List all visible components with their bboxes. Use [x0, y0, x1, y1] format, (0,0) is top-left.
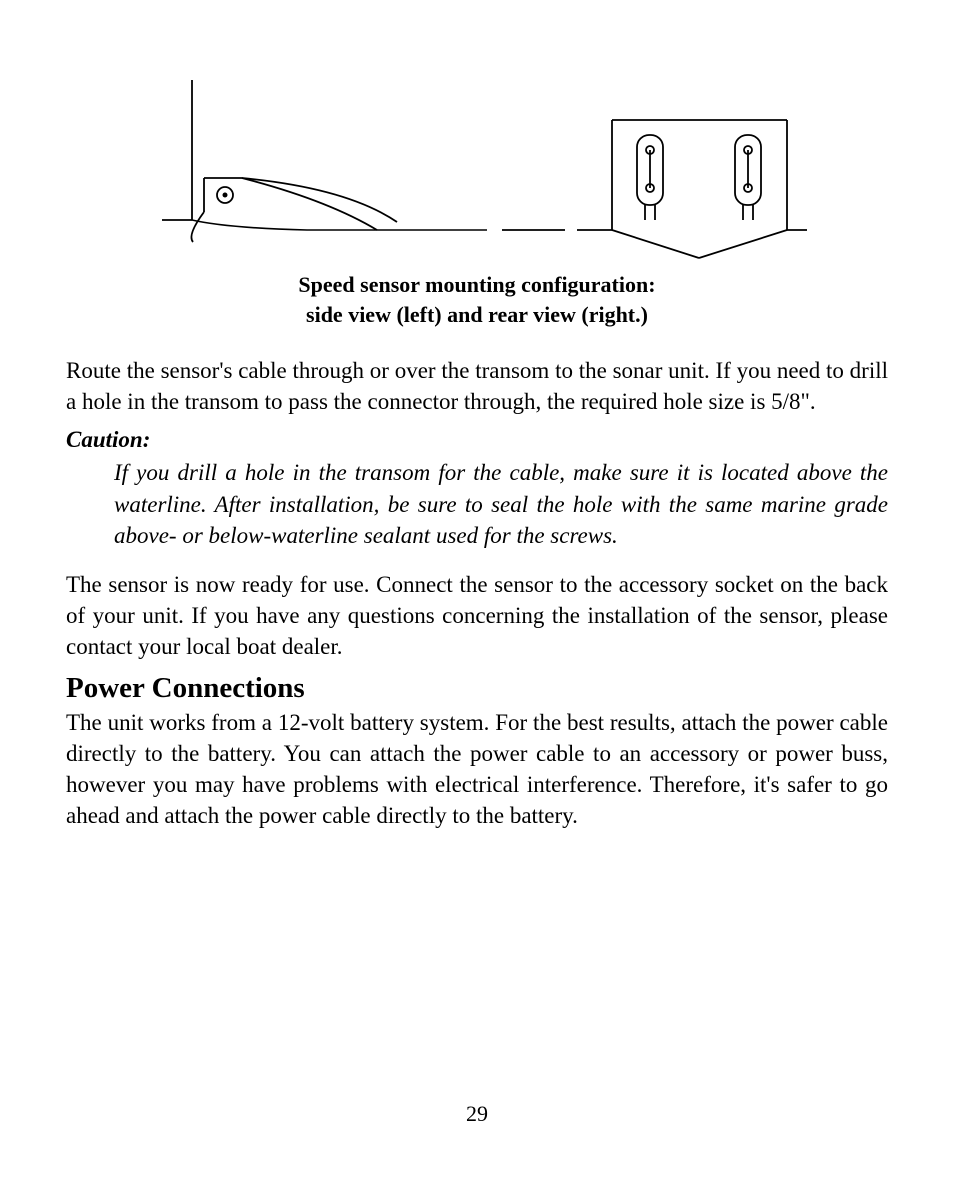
- caption-line-1: Speed sensor mounting configuration:: [298, 272, 655, 297]
- speed-sensor-figure: [66, 70, 888, 260]
- paragraph-route-cable: Route the sensor's cable through or over…: [66, 355, 888, 417]
- page-number: 29: [0, 1101, 954, 1127]
- figure-caption: Speed sensor mounting configuration: sid…: [66, 270, 888, 329]
- caution-label: Caution:: [66, 427, 888, 453]
- page: Speed sensor mounting configuration: sid…: [0, 0, 954, 1199]
- paragraph-sensor-ready: The sensor is now ready for use. Connect…: [66, 569, 888, 662]
- caption-line-2: side view (left) and rear view (right.): [306, 302, 648, 327]
- sensor-diagram-svg: [147, 70, 807, 260]
- caution-body: If you drill a hole in the transom for t…: [114, 457, 888, 550]
- paragraph-power: The unit works from a 12-volt battery sy…: [66, 707, 888, 831]
- heading-power-connections: Power Connections: [66, 672, 888, 705]
